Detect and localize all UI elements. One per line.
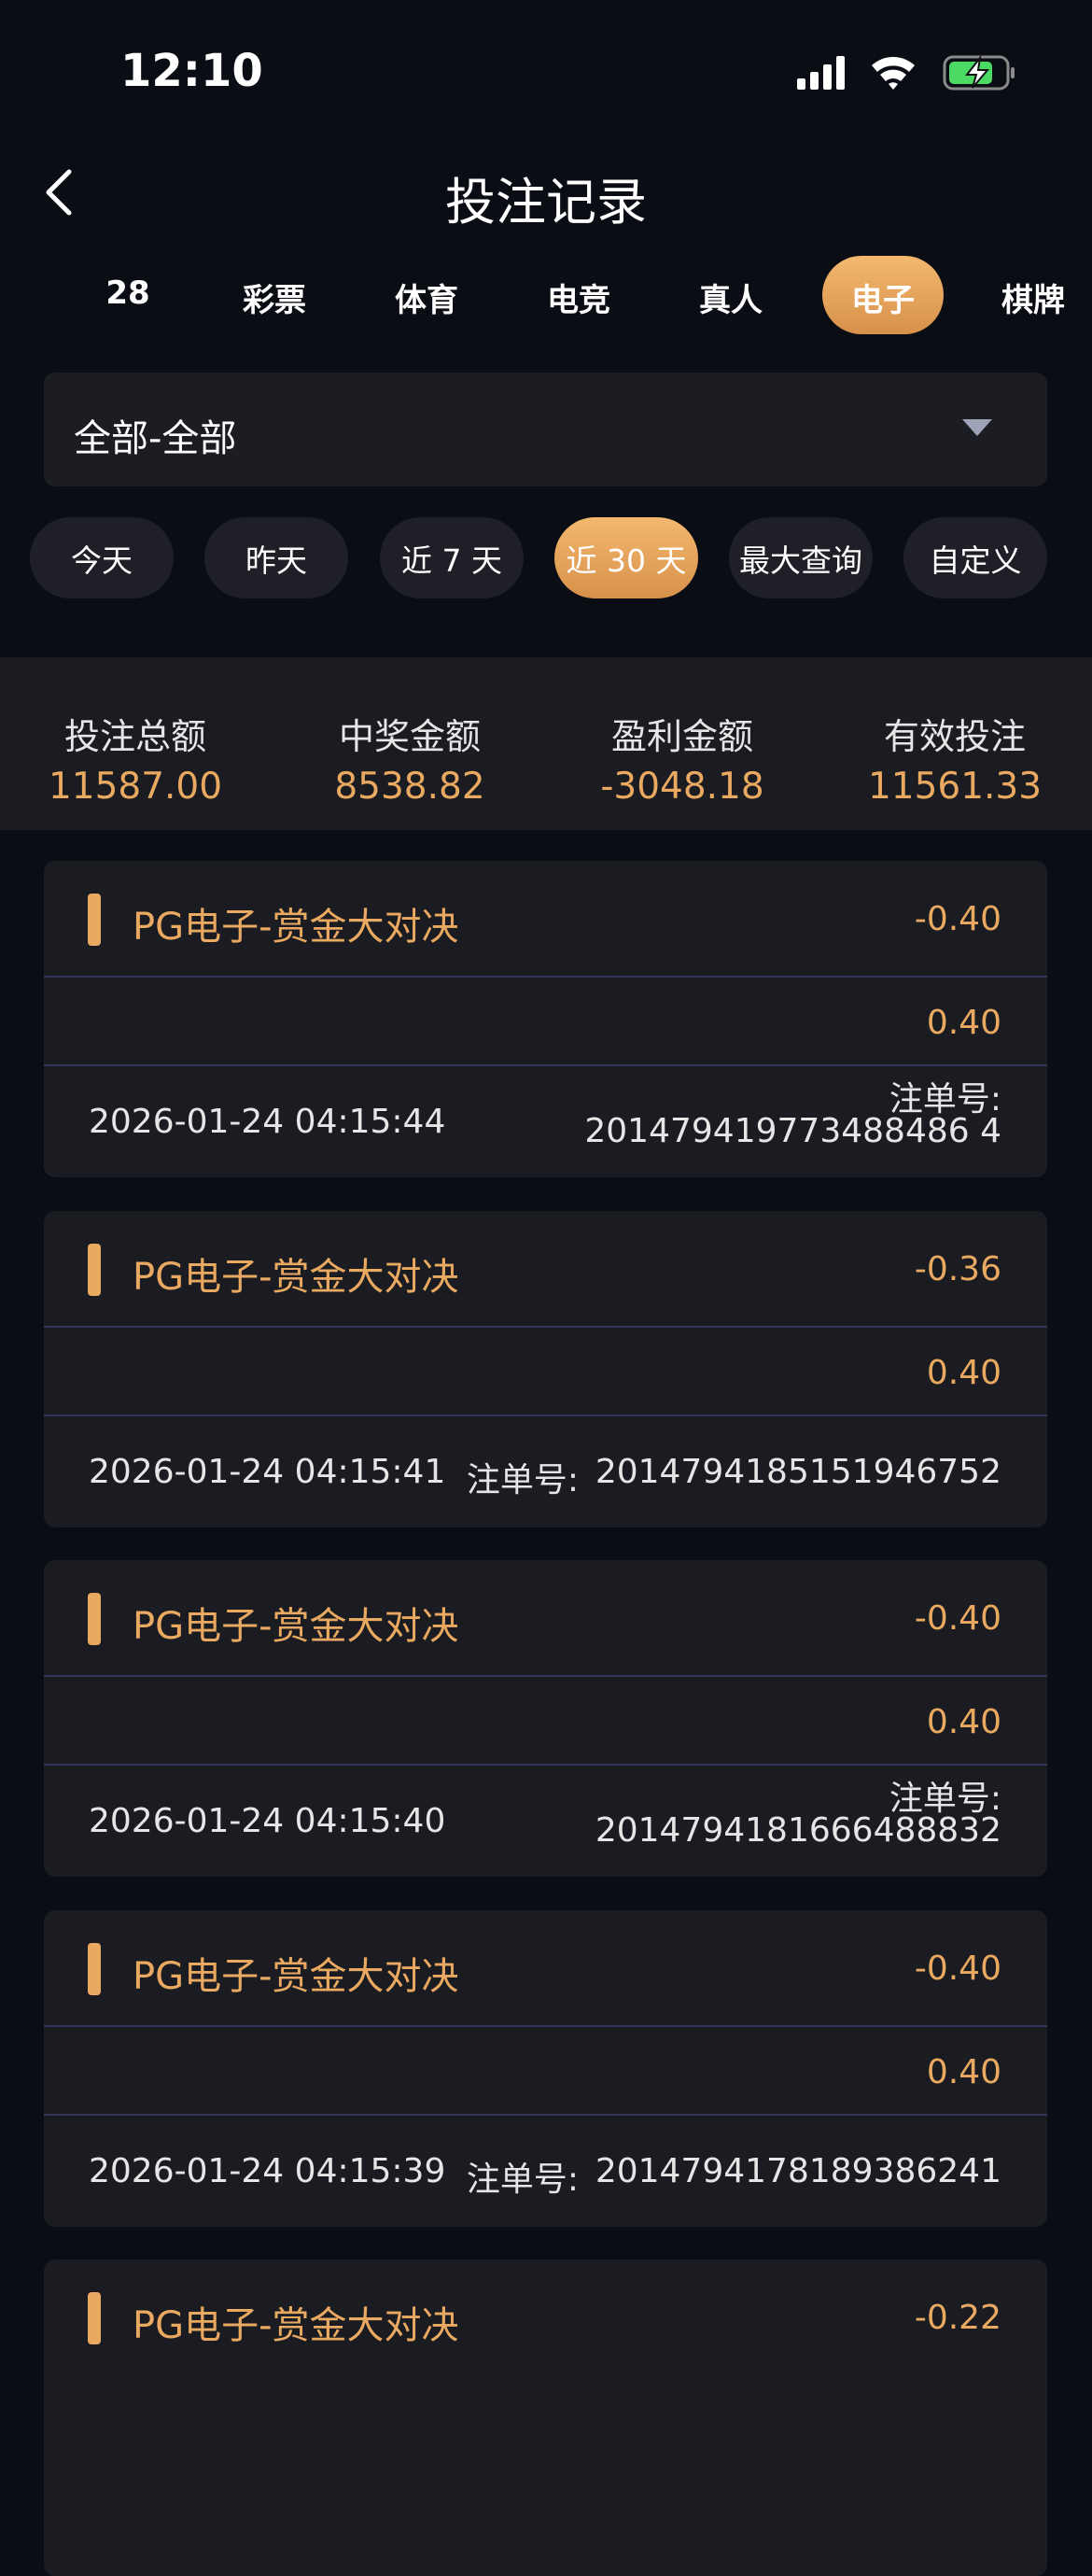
- separator: [44, 1414, 1047, 1416]
- record-profit: -0.22: [914, 2299, 1001, 2337]
- record-profit: -0.40: [914, 1949, 1001, 1988]
- record-time: 2026-01-24 04:15:40: [89, 1802, 446, 1840]
- record-profit: -0.40: [914, 1599, 1001, 1638]
- record-title: PG电子-赏金大对决: [133, 2304, 459, 2347]
- separator: [44, 1764, 1047, 1766]
- tab[interactable]: 电子: [851, 282, 915, 319]
- order-label: 注单号:: [889, 1780, 1001, 1818]
- status-time: 12:10: [120, 45, 263, 97]
- tab[interactable]: 彩票: [243, 282, 306, 319]
- record-time: 2026-01-24 04:15:41: [89, 1452, 446, 1491]
- record-profit: -0.36: [914, 1249, 1001, 1288]
- record-card[interactable]: PG电子-赏金大对决 -0.40 0.40 2026-01-24 04:15:44 注单…: [44, 861, 1047, 1177]
- separator: [44, 2024, 1047, 2027]
- record-title: PG电子-赏金大对决: [133, 1954, 459, 1998]
- record-time: 2026-01-24 04:15:39: [89, 2151, 446, 2190]
- record-bet: 0.40: [926, 2052, 1001, 2091]
- accent-bar: [88, 2292, 101, 2344]
- page-title: 投注记录: [445, 173, 647, 232]
- separator: [44, 1064, 1047, 1066]
- tab[interactable]: 体育: [395, 282, 458, 319]
- date-filter[interactable]: 自定义: [903, 517, 1047, 598]
- date-filter[interactable]: 昨天: [204, 517, 348, 598]
- order-number: 2014794178189386241: [595, 2151, 1001, 2190]
- record-profit: -0.40: [914, 900, 1001, 938]
- dropdown[interactable]: 全部-全部: [44, 373, 1047, 486]
- summary-band: [0, 657, 1092, 830]
- record-card[interactable]: PG电子-赏金大对决 -0.40 0.40 2026-01-24 04:15:39 20…: [44, 1909, 1047, 2227]
- record-time: 2026-01-24 04:15:44: [89, 1103, 446, 1141]
- order-label: 注单号:: [889, 1080, 1001, 1119]
- date-filter[interactable]: 今天: [30, 517, 174, 598]
- summary-label: 有效投注: [883, 716, 1027, 757]
- summary-value: 11587.00: [48, 766, 223, 808]
- date-filter[interactable]: 近 30 天: [554, 517, 698, 598]
- back-button[interactable]: [41, 168, 78, 217]
- order-number: 201479419773488486 4: [584, 1112, 1001, 1150]
- tab[interactable]: 真人: [699, 282, 763, 319]
- accent-bar: [88, 1243, 101, 1296]
- tab[interactable]: 28: [105, 274, 150, 312]
- record-title: PG电子-赏金大对决: [133, 1255, 459, 1299]
- accent-bar: [88, 1942, 101, 1995]
- record-card[interactable]: PG电子-赏金大对决 -0.22: [44, 2259, 1047, 2576]
- record-bet: 0.40: [926, 1703, 1001, 1741]
- summary-value: 8538.82: [334, 766, 485, 808]
- tab[interactable]: 棋牌: [1001, 282, 1065, 319]
- date-filter[interactable]: 最大查询: [729, 517, 873, 598]
- tab[interactable]: 电竞: [547, 282, 610, 319]
- record-bet: 0.40: [926, 1353, 1001, 1392]
- order-label: 注单号:: [466, 1460, 579, 1499]
- dropdown-arrow: [962, 419, 992, 436]
- record-card[interactable]: PG电子-赏金大对决 -0.36 0.40 2026-01-24 04:15:41 20…: [44, 1210, 1047, 1527]
- summary-label: 盈利金额: [610, 716, 754, 757]
- status-icons: [797, 54, 1015, 91]
- separator: [44, 1675, 1047, 1677]
- separator: [44, 976, 1047, 978]
- summary-value: -3048.18: [600, 766, 764, 808]
- record-title: PG电子-赏金大对决: [133, 1605, 459, 1648]
- accent-bar: [88, 1593, 101, 1645]
- summary-label: 投注总额: [63, 716, 207, 757]
- record-bet: 0.40: [926, 1004, 1001, 1042]
- date-filter[interactable]: 近 7 天: [380, 517, 524, 598]
- summary-label: 中奖金额: [338, 716, 482, 757]
- accent-bar: [88, 894, 101, 946]
- screen: {"status_bar": {"time": "12:10"}, "heade…: [0, 45, 1092, 2576]
- dropdown-label: 全部-全部: [74, 417, 237, 460]
- separator: [44, 2113, 1047, 2116]
- record-card[interactable]: PG电子-赏金大对决 -0.40 0.40 2026-01-24 04:15:40 注单…: [44, 1560, 1047, 1877]
- summary-value: 11561.33: [867, 766, 1043, 808]
- record-title: PG电子-赏金大对决: [133, 906, 459, 949]
- separator: [44, 1325, 1047, 1328]
- tab-active[interactable]: [822, 256, 944, 334]
- order-number: 2014794185151946752: [595, 1452, 1001, 1491]
- order-label: 注单号:: [466, 2160, 579, 2199]
- order-number: 2014794181666488832: [595, 1811, 1001, 1850]
